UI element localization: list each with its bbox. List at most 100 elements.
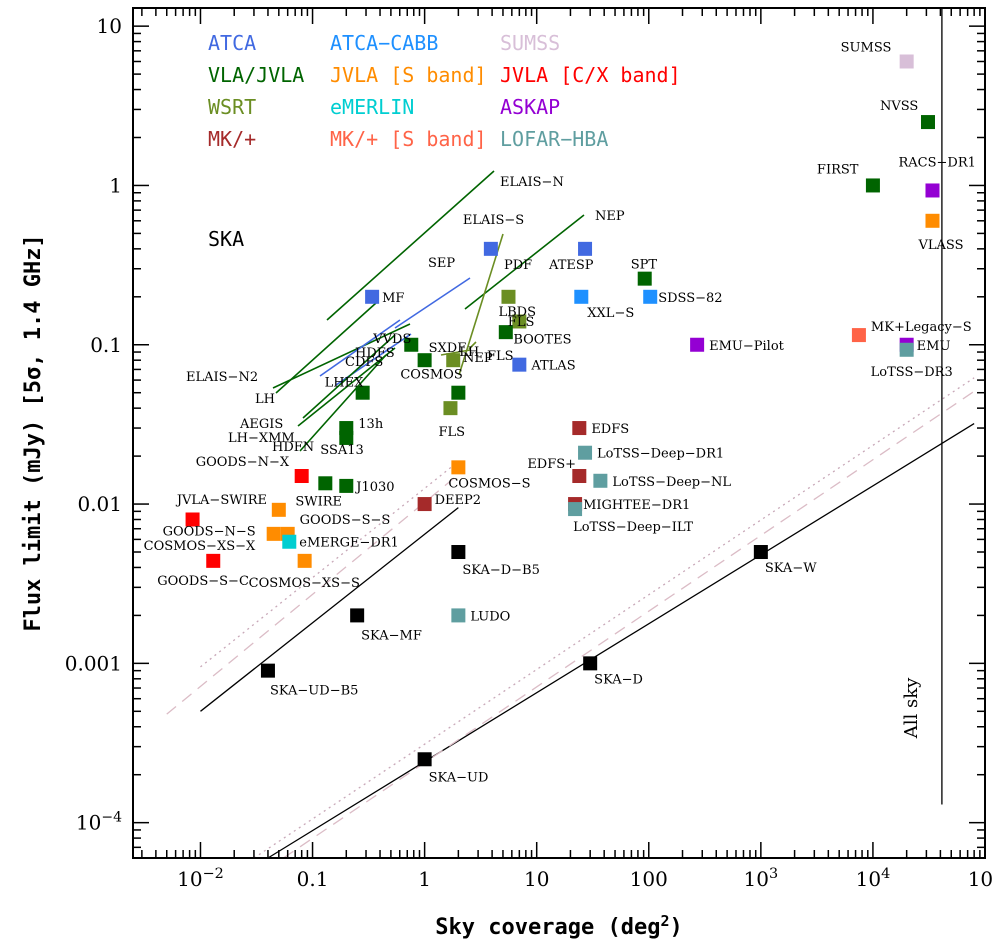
data-point [355, 385, 370, 400]
legend-entry: JVLA [C/X band] [500, 63, 681, 87]
data-point [417, 752, 432, 767]
segment-label: NEP [595, 209, 625, 224]
point-label: LoTSS−Deep−NL [612, 475, 731, 490]
point-label: EMU−Pilot [709, 339, 785, 354]
point-label: LUDO [470, 609, 510, 624]
point-label: SKA−D−B5 [462, 563, 540, 578]
y-tick-label: 0.1 [90, 333, 122, 357]
segment-label: PDF [504, 258, 532, 273]
point-label: SKA−W [765, 561, 817, 576]
legend-entry: WSRT [208, 95, 256, 119]
survey-segment [275, 302, 377, 394]
data-point [865, 178, 880, 193]
survey-segment [468, 341, 477, 350]
all-sky-label: All sky [901, 677, 922, 739]
segment-label: HDFN [272, 440, 314, 455]
point-label: COSMOS−XS−S [249, 576, 360, 591]
point-label: RACS−DR1 [898, 155, 975, 170]
segment-label: AEGIS [239, 417, 283, 432]
data-point [578, 445, 593, 460]
point-label: ATESP [548, 258, 594, 273]
point-label: EMU [917, 339, 951, 354]
data-point [417, 497, 432, 512]
survey-segment [458, 233, 504, 376]
point-label: ELAIS−S [463, 213, 524, 228]
point-label: MIGHTEE−DR1 [583, 498, 690, 513]
point-label: GOODS−N−S [163, 524, 256, 539]
data-point [451, 545, 466, 560]
data-point [417, 353, 432, 368]
data-point [350, 608, 365, 623]
point-label: JVLA−SWIRE [175, 493, 267, 508]
data-point [512, 357, 527, 372]
legend-entry: ATCA−CABB [330, 31, 438, 55]
data-point [498, 325, 513, 340]
point-label: NVSS [880, 99, 918, 114]
survey-segment [302, 334, 396, 419]
x-tick-label: 105 [968, 866, 994, 891]
legend-entry: MK/+ [208, 127, 256, 151]
point-label: FIRST [817, 162, 859, 177]
data-point [501, 289, 516, 304]
legend-entry: ATCA [208, 31, 256, 55]
data-point [260, 663, 275, 678]
y-axis-title: Flux limit (mJy) [5σ, 1.4 GHz] [21, 234, 46, 631]
point-label: 13h [358, 417, 384, 432]
legend-entry: VLA/JVLA [208, 63, 304, 87]
point-label: LoTSS−DR3 [871, 365, 953, 380]
survey-segment [299, 354, 387, 452]
point-label: SKA−D [594, 672, 643, 687]
data-point [753, 545, 768, 560]
legend-entry: SUMSS [500, 31, 560, 55]
survey-segment [297, 347, 396, 427]
segment-label: ELAIS−N2 [186, 370, 258, 385]
point-label: LBDS [498, 305, 536, 320]
survey-segment [394, 277, 471, 329]
data-point [637, 271, 652, 286]
survey-segment [440, 349, 471, 356]
data-point [593, 473, 608, 488]
point-label: LoTSS−Deep−ILT [573, 520, 693, 535]
point-label: GOODS−S−C [157, 574, 249, 589]
x-tick-label: 0.1 [297, 867, 329, 891]
point-label: EDFS [591, 422, 629, 437]
point-label: LH [459, 345, 479, 360]
point-label: LHEX [325, 376, 364, 391]
point-label: GOODS−N−X [196, 455, 290, 470]
data-point [578, 241, 593, 256]
sensitivity-line-dotted [253, 377, 975, 859]
survey-segment [272, 323, 411, 389]
data-point [266, 526, 281, 541]
legend-entry: LOFAR−HBA [500, 127, 608, 151]
x-tick-label: 104 [856, 866, 891, 891]
y-tick-label: 0.01 [77, 492, 122, 516]
segment-label: LH [255, 392, 275, 407]
data-point [185, 512, 200, 527]
data-point [446, 353, 461, 368]
x-tick-label: 100 [630, 867, 668, 891]
x-axis-title: Sky coverage (deg2) [435, 912, 682, 940]
point-label: SPT [631, 258, 658, 273]
point-label: SKA−UD [429, 770, 489, 785]
segment-label: ELAIS−N [500, 175, 564, 190]
x-tick-label: 1 [418, 867, 431, 891]
point-label: J1030 [354, 480, 394, 495]
point-label: VVDS [372, 332, 411, 347]
data-point [451, 460, 466, 475]
segment-label: NEP [463, 351, 493, 366]
data-point [899, 54, 914, 69]
segment-label: FLS [487, 349, 514, 364]
x-tick-label: 10−2 [177, 866, 224, 891]
plot-frame [132, 7, 986, 859]
x-tick-label: 10 [524, 867, 549, 891]
point-label: GOODS−S−S [300, 513, 391, 528]
point-label: COSMOS−S [448, 476, 530, 491]
point-label: EDFS+ [527, 457, 576, 472]
legend-entry: MK/+ [S band] [330, 127, 487, 151]
point-label: eMERGE−DR1 [299, 536, 399, 551]
point-label: COSMOS [400, 368, 462, 383]
data-point [925, 183, 940, 198]
legend-entry: ASKAP [500, 95, 560, 119]
data-point [271, 502, 286, 517]
survey-segment [319, 319, 401, 377]
